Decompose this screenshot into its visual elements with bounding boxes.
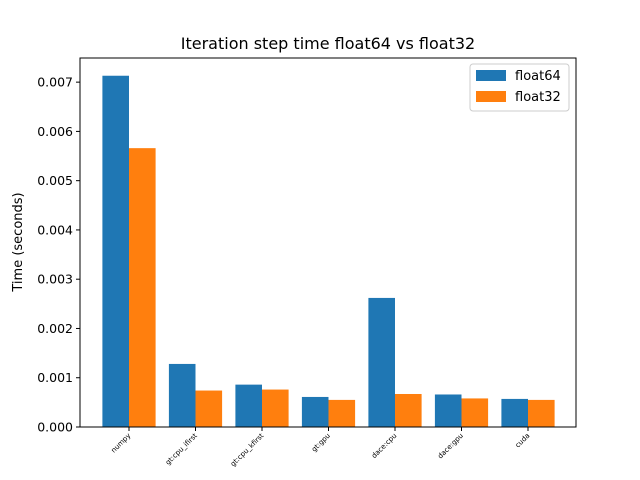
bar-float32-gt:cpu_kfirst	[262, 389, 289, 427]
y-tick-label: 0.007	[37, 75, 73, 90]
bar-float64-dace:cpu	[368, 297, 395, 427]
bars-group	[102, 75, 555, 428]
bar-float64-cuda	[501, 398, 528, 427]
bar-float64-gt:gpu	[301, 396, 329, 427]
y-tick-label: 0.003	[37, 272, 73, 287]
bar-float32-numpy	[129, 148, 156, 428]
x-tick-label: dace:cpu	[370, 432, 398, 460]
x-tick-label: numpy	[110, 432, 133, 455]
plot-frame	[79, 57, 577, 428]
y-tick-label: 0.004	[37, 222, 73, 237]
bar-float64-dace:gpu	[434, 394, 462, 427]
legend: float64 float32	[469, 63, 570, 112]
bar-float64-gt:cpu_kfirst	[235, 384, 262, 427]
legend-label-float32: float32	[515, 90, 561, 105]
bar-float64-gt:cpu_ifirst	[168, 363, 196, 427]
x-tick-label: gt:cpu_kfirst	[229, 432, 266, 469]
bar-float32-dace:cpu	[395, 393, 422, 427]
y-axis-label: Time (seconds)	[11, 192, 26, 292]
bar-float32-dace:gpu	[461, 398, 489, 427]
legend-label-float64: float64	[515, 69, 561, 84]
x-tick-label: gt:gpu	[310, 432, 332, 454]
x-axis: numpy gt:cpu_ifirst gt:cpu_kfirst gt:gpu dac…	[110, 427, 532, 469]
y-axis: 0.000 0.001 0.002 0.003 0.004 0.005 0.006 0.007	[37, 75, 80, 435]
y-tick-label: 0.001	[37, 370, 73, 385]
chart-title: Iteration step time float64 vs float32	[181, 34, 475, 53]
y-tick-label: 0.002	[37, 321, 73, 336]
y-tick-label: 0.006	[37, 124, 73, 139]
bar-float32-cuda	[528, 399, 555, 427]
x-tick-label: gt:cpu_ifirst	[164, 432, 199, 467]
bar-float32-gt:gpu	[328, 399, 356, 427]
bar-float32-gt:cpu_ifirst	[195, 390, 223, 427]
x-tick-label: dace:gpu	[436, 432, 465, 461]
legend-swatch-float32	[476, 91, 506, 102]
bar-float64-numpy	[102, 75, 129, 427]
y-tick-label: 0.005	[37, 173, 73, 188]
legend-swatch-float64	[476, 70, 506, 81]
y-tick-label: 0.000	[37, 420, 73, 435]
x-tick-label: cuda	[514, 432, 532, 450]
